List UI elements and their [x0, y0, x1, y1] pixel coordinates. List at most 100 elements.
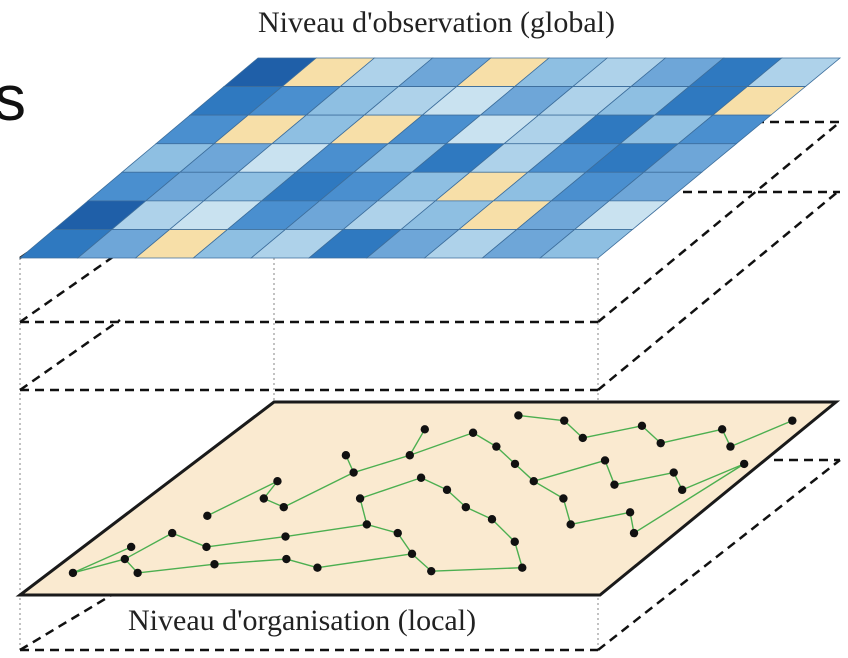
network-edge [124, 532, 173, 560]
network-edge [533, 459, 606, 482]
network-node [468, 428, 478, 437]
network-edge [604, 460, 616, 485]
network-edge [660, 428, 723, 444]
network-edge [171, 532, 207, 548]
network-edge [681, 463, 745, 491]
intermediate-layer-left-2 [19, 318, 121, 392]
network-node [629, 528, 639, 538]
network-node [510, 459, 520, 469]
network-node [341, 451, 351, 460]
network-node [566, 520, 575, 529]
network-edge [137, 563, 215, 574]
network-edge [495, 446, 516, 465]
network-edge [431, 567, 523, 572]
network-node [416, 473, 426, 482]
grid-cell [539, 229, 634, 259]
network-node [656, 438, 665, 448]
network-edge [353, 454, 411, 474]
network-node [518, 563, 527, 572]
network-node [427, 566, 436, 576]
network-node [461, 502, 471, 512]
network-node [717, 425, 727, 434]
network-node [739, 459, 749, 469]
network-edge [614, 471, 674, 486]
base-right-dash [597, 459, 841, 651]
network-node [669, 468, 678, 477]
network-edge [641, 425, 662, 444]
network-node [407, 549, 417, 559]
network-node [210, 560, 219, 569]
network-edge [207, 480, 278, 517]
network-edge [730, 420, 793, 448]
network-edge [72, 558, 126, 574]
network-node [202, 542, 211, 552]
network-node [442, 485, 452, 495]
global-level-label: Niveau d'observation (global) [258, 6, 615, 39]
network-node [355, 494, 365, 503]
network-node [560, 416, 569, 425]
network-edge [633, 463, 745, 534]
network-node [726, 442, 735, 451]
network-node [510, 537, 519, 546]
network-edge [283, 471, 354, 508]
network-edge [411, 553, 432, 572]
network-node [405, 451, 414, 460]
network-node [788, 416, 797, 425]
network-node [68, 568, 78, 578]
local-level-label: Niveau d'organisation (local) [128, 604, 477, 637]
network-edge [409, 428, 426, 456]
network-edge [286, 558, 318, 569]
network-edge [317, 553, 413, 569]
intermediate-layer-left-1 [19, 250, 121, 324]
network-node [393, 528, 402, 538]
network-node [279, 502, 288, 512]
network-node [273, 477, 282, 486]
network-edge [72, 546, 132, 574]
network-edge [514, 541, 523, 568]
network-node [126, 542, 136, 552]
network-node [529, 477, 538, 486]
network-node [514, 411, 523, 420]
network-edge [491, 518, 516, 543]
network-edge [533, 480, 564, 500]
network-node [600, 456, 610, 465]
network-edge [570, 511, 631, 526]
network-edge [359, 477, 422, 500]
network-node [133, 568, 142, 578]
network-edge [514, 463, 535, 482]
network-node [362, 520, 372, 529]
network-node [259, 494, 268, 503]
network-edge [562, 498, 572, 525]
observation-grid [18, 57, 842, 259]
network-edge [472, 432, 497, 448]
network-edge [465, 506, 493, 520]
network-node [282, 554, 291, 564]
network-edge [582, 425, 643, 439]
network-edge [359, 498, 368, 525]
cropped-letter: s [0, 62, 26, 134]
network-node [492, 442, 501, 451]
network-node [578, 433, 587, 443]
intermediate-layer-right-2 [597, 189, 841, 391]
network-edge [366, 523, 398, 534]
network-node [120, 554, 130, 564]
network-node [349, 468, 358, 477]
network-node [281, 532, 290, 541]
network-edge [409, 432, 474, 456]
network-edge [285, 523, 367, 538]
base-left-dash [19, 588, 121, 652]
network-edge [420, 477, 448, 491]
network-node [203, 511, 212, 520]
network-edge [206, 535, 286, 548]
network-node [625, 508, 635, 517]
intermediate-layer-right-1 [597, 121, 841, 323]
network-node [677, 485, 687, 495]
network-node [610, 480, 619, 489]
network-node [559, 494, 568, 503]
network-node [420, 425, 429, 434]
network-node [487, 515, 497, 524]
network-edge [214, 558, 287, 565]
organisation-plane [15, 400, 841, 597]
network-node [313, 563, 322, 572]
